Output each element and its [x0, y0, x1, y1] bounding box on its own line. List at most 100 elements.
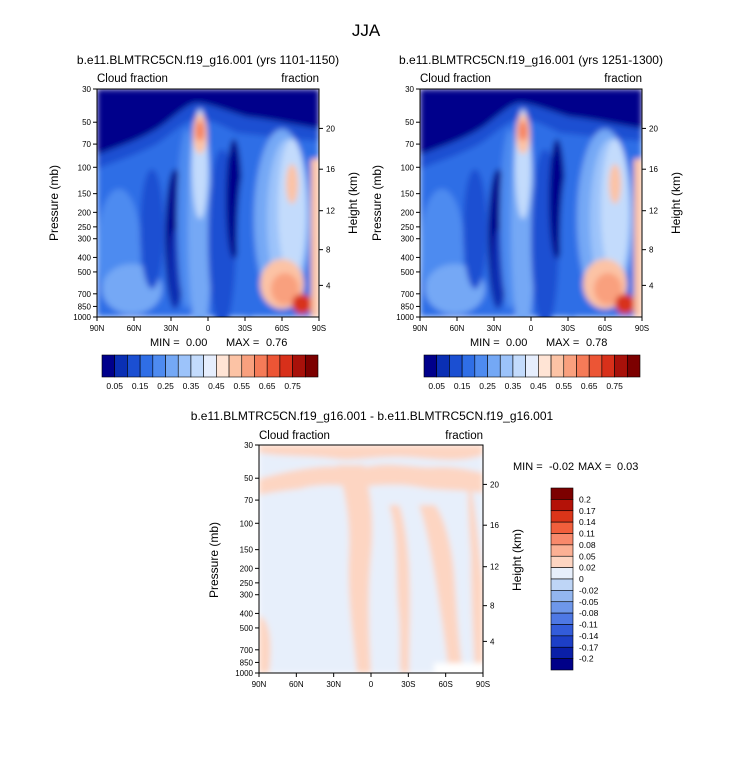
colorbar-swatch: [241, 354, 255, 378]
height-tick-label: 12: [490, 563, 499, 572]
lat-tick-label: 0: [369, 680, 374, 689]
colorbar-swatch: [449, 354, 463, 378]
colorbar-swatch: [550, 624, 574, 637]
height-tick-label: 16: [490, 521, 499, 530]
pressure-tick-label: 250: [401, 223, 415, 232]
lat-tick-label: 30N: [326, 680, 341, 689]
colorbar-label: 0.15: [132, 381, 149, 391]
colorbar-swatch: [550, 635, 574, 648]
pressure-tick-label: 200: [240, 564, 254, 573]
colorbar-label: 0.11: [579, 529, 595, 539]
pressure-tick-label: 700: [78, 290, 92, 299]
colorbar-swatch: [550, 555, 574, 568]
pressure-tick-label: 70: [82, 140, 91, 149]
colorbar-label: 0.75: [284, 381, 301, 391]
panel-right: b.e11.BLMTRC5CN.f19_g16.001 (yrs 1251-13…: [370, 53, 683, 391]
panel-right-lat-axis: 90N 60N 30N 0 30S 60S 90S: [413, 317, 649, 333]
pressure-tick-label: 700: [240, 646, 254, 655]
colorbar-label: -0.11: [579, 620, 598, 630]
height-tick-label: 20: [326, 124, 335, 133]
panel-right-min-value: 0.00: [506, 337, 527, 349]
panel-right-max-label: MAX =: [546, 337, 579, 349]
colorbar-label: 0.2: [579, 494, 591, 504]
lat-tick-label: 30S: [561, 324, 575, 333]
pressure-tick-label: 30: [82, 85, 91, 94]
panel-left-title: b.e11.BLMTRC5CN.f19_g16.001 (yrs 1101-11…: [77, 53, 339, 67]
colorbar-swatch: [304, 354, 319, 378]
colorbar-swatch: [165, 354, 179, 378]
colorbar-swatch: [550, 510, 574, 523]
panel-diff-max-value: 0.03: [617, 461, 638, 473]
pressure-tick-label: 300: [78, 235, 92, 244]
colorbar-label: 0.14: [579, 517, 596, 527]
pressure-tick-label: 500: [240, 624, 254, 633]
panel-diff-corner-left: Cloud fraction: [259, 430, 330, 442]
panel-diff-title: b.e11.BLMTRC5CN.f19_g16.001 - b.e11.BLMT…: [191, 409, 554, 423]
colorbar-swatch: [525, 354, 539, 378]
pressure-tick-label: 1000: [235, 669, 253, 678]
figure-title: JJA: [352, 21, 381, 40]
colorbar-swatch: [550, 544, 574, 557]
colorbar-swatch: [292, 354, 306, 378]
pressure-tick-label: 400: [401, 253, 415, 262]
panel-left-ylabel: Pressure (mb): [47, 165, 61, 241]
panel-left-pressure-axis: 30 50 70 100 150 200 250 300 400 500 700 850 1000: [73, 85, 97, 322]
panel-right-colorbar: 0.05 0.15 0.25 0.35 0.45 0.55 0.65 0.75: [423, 354, 641, 391]
panel-right-height-axis: 20 16 12 8 4: [642, 124, 658, 290]
pressure-tick-label: 200: [78, 208, 92, 217]
pressure-tick-label: 300: [401, 235, 415, 244]
lat-tick-label: 60N: [127, 324, 142, 333]
colorbar-swatch: [279, 354, 293, 378]
colorbar-swatch: [550, 521, 574, 534]
panel-right-y2label: Height (km): [669, 172, 683, 234]
lat-tick-label: 30S: [401, 680, 415, 689]
colorbar-swatch: [266, 354, 281, 378]
pressure-tick-label: 50: [244, 474, 253, 483]
pressure-tick-label: 100: [240, 519, 254, 528]
pressure-tick-label: 850: [240, 658, 254, 667]
colorbar-label: 0.45: [208, 381, 225, 391]
panel-diff-min-value: -0.02: [549, 461, 574, 473]
panel-left-height-axis: 20 16 12 8 4: [319, 124, 335, 290]
colorbar-label: 0.35: [505, 381, 522, 391]
panel-diff-lat-axis: 90N 60N 30N 0 30S 60S 90S: [252, 673, 490, 689]
lat-tick-label: 60N: [450, 324, 465, 333]
colorbar-swatch: [114, 354, 128, 378]
pressure-tick-label: 100: [78, 163, 92, 172]
lat-tick-label: 60S: [439, 680, 453, 689]
colorbar-label: 0.45: [530, 381, 547, 391]
panel-diff-corner-right: fraction: [445, 430, 483, 442]
colorbar-label: -0.02: [579, 585, 599, 595]
colorbar-label: -0.05: [579, 597, 599, 607]
height-tick-label: 12: [649, 207, 658, 216]
colorbar-label: 0.25: [479, 381, 496, 391]
colorbar-label: 0.35: [183, 381, 200, 391]
pressure-tick-label: 300: [240, 591, 254, 600]
panel-left-max-value: 0.76: [266, 337, 287, 349]
panel-diff-colorbar: 0.20.170.140.110.080.050.020-0.02-0.05-0…: [550, 487, 599, 671]
colorbar-label: 0.65: [259, 381, 276, 391]
colorbar-swatch: [550, 567, 574, 580]
pressure-tick-label: 70: [244, 496, 253, 505]
height-tick-label: 20: [649, 124, 658, 133]
colorbar-swatch: [550, 499, 574, 512]
panel-right-min-label: MIN =: [470, 337, 500, 349]
height-tick-label: 8: [649, 246, 654, 255]
colorbar-swatch: [461, 354, 476, 378]
colorbar-swatch: [626, 354, 641, 378]
pressure-tick-label: 150: [240, 546, 254, 555]
colorbar-swatch: [152, 354, 166, 378]
height-tick-label: 4: [490, 637, 495, 646]
lat-tick-label: 30N: [487, 324, 502, 333]
colorbar-label: 0.55: [555, 381, 572, 391]
panel-diff-min-label: MIN =: [513, 461, 543, 473]
colorbar-label: 0.17: [579, 506, 596, 516]
colorbar-label: 0.05: [106, 381, 123, 391]
lat-tick-label: 90N: [90, 324, 105, 333]
colorbar-swatch: [254, 354, 268, 378]
pressure-tick-label: 400: [240, 609, 254, 618]
colorbar-swatch: [436, 354, 450, 378]
height-tick-label: 8: [326, 246, 331, 255]
colorbar-swatch: [216, 354, 230, 378]
panel-right-title: b.e11.BLMTRC5CN.f19_g16.001 (yrs 1251-13…: [399, 53, 663, 67]
